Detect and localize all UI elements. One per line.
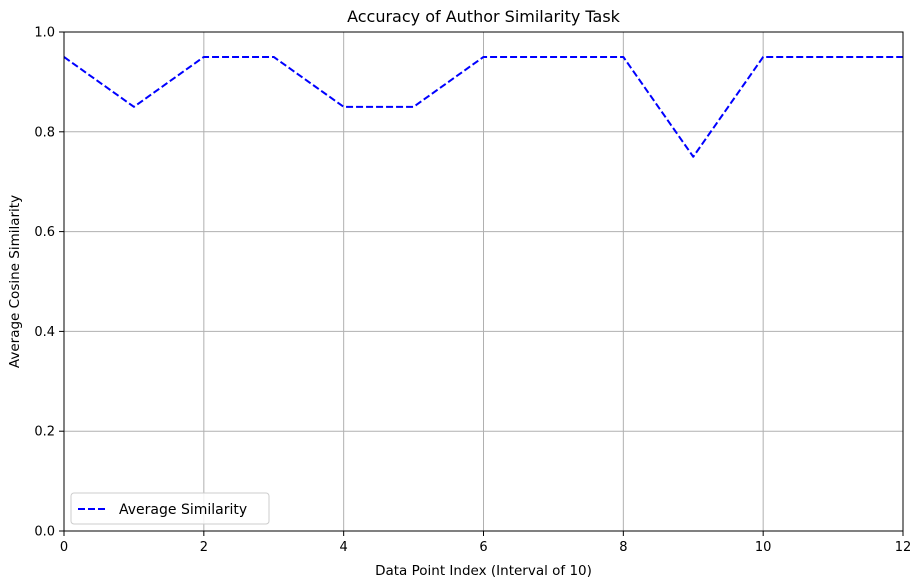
legend-box bbox=[70, 492, 270, 525]
x-axis-ticks: 0 2 4 6 8 10 12 bbox=[60, 531, 911, 555]
x-axis-title: Data Point Index (Interval of 10) bbox=[375, 563, 592, 579]
x-tick-label: 6 bbox=[479, 540, 487, 555]
x-tick-label: 8 bbox=[619, 540, 627, 555]
y-axis-title: Average Cosine Similarity bbox=[7, 195, 23, 368]
legend: Average Similarity bbox=[70, 492, 270, 525]
y-tick-label: 0.0 bbox=[34, 525, 55, 540]
series-line-average-similarity bbox=[63, 55, 903, 158]
y-tick-label: 1.0 bbox=[34, 26, 55, 41]
y-tick-label: 0.8 bbox=[34, 125, 55, 140]
y-tick-label: 0.4 bbox=[34, 325, 55, 340]
legend-label-average-similarity: Average Similarity bbox=[119, 502, 247, 518]
y-tick-label: 0.6 bbox=[34, 225, 55, 240]
x-tick-label: 4 bbox=[340, 540, 348, 555]
x-tick-label: 0 bbox=[60, 540, 68, 555]
series-layer bbox=[63, 55, 903, 158]
y-axis-ticks: 0.0 0.2 0.4 0.6 0.8 1.0 bbox=[34, 26, 64, 540]
x-tick-label: 2 bbox=[200, 540, 208, 555]
chart-title: Accuracy of Author Similarity Task bbox=[347, 7, 621, 26]
y-tick-label: 0.2 bbox=[34, 425, 55, 440]
x-tick-label: 10 bbox=[755, 540, 772, 555]
x-tick-label: 12 bbox=[895, 540, 912, 555]
